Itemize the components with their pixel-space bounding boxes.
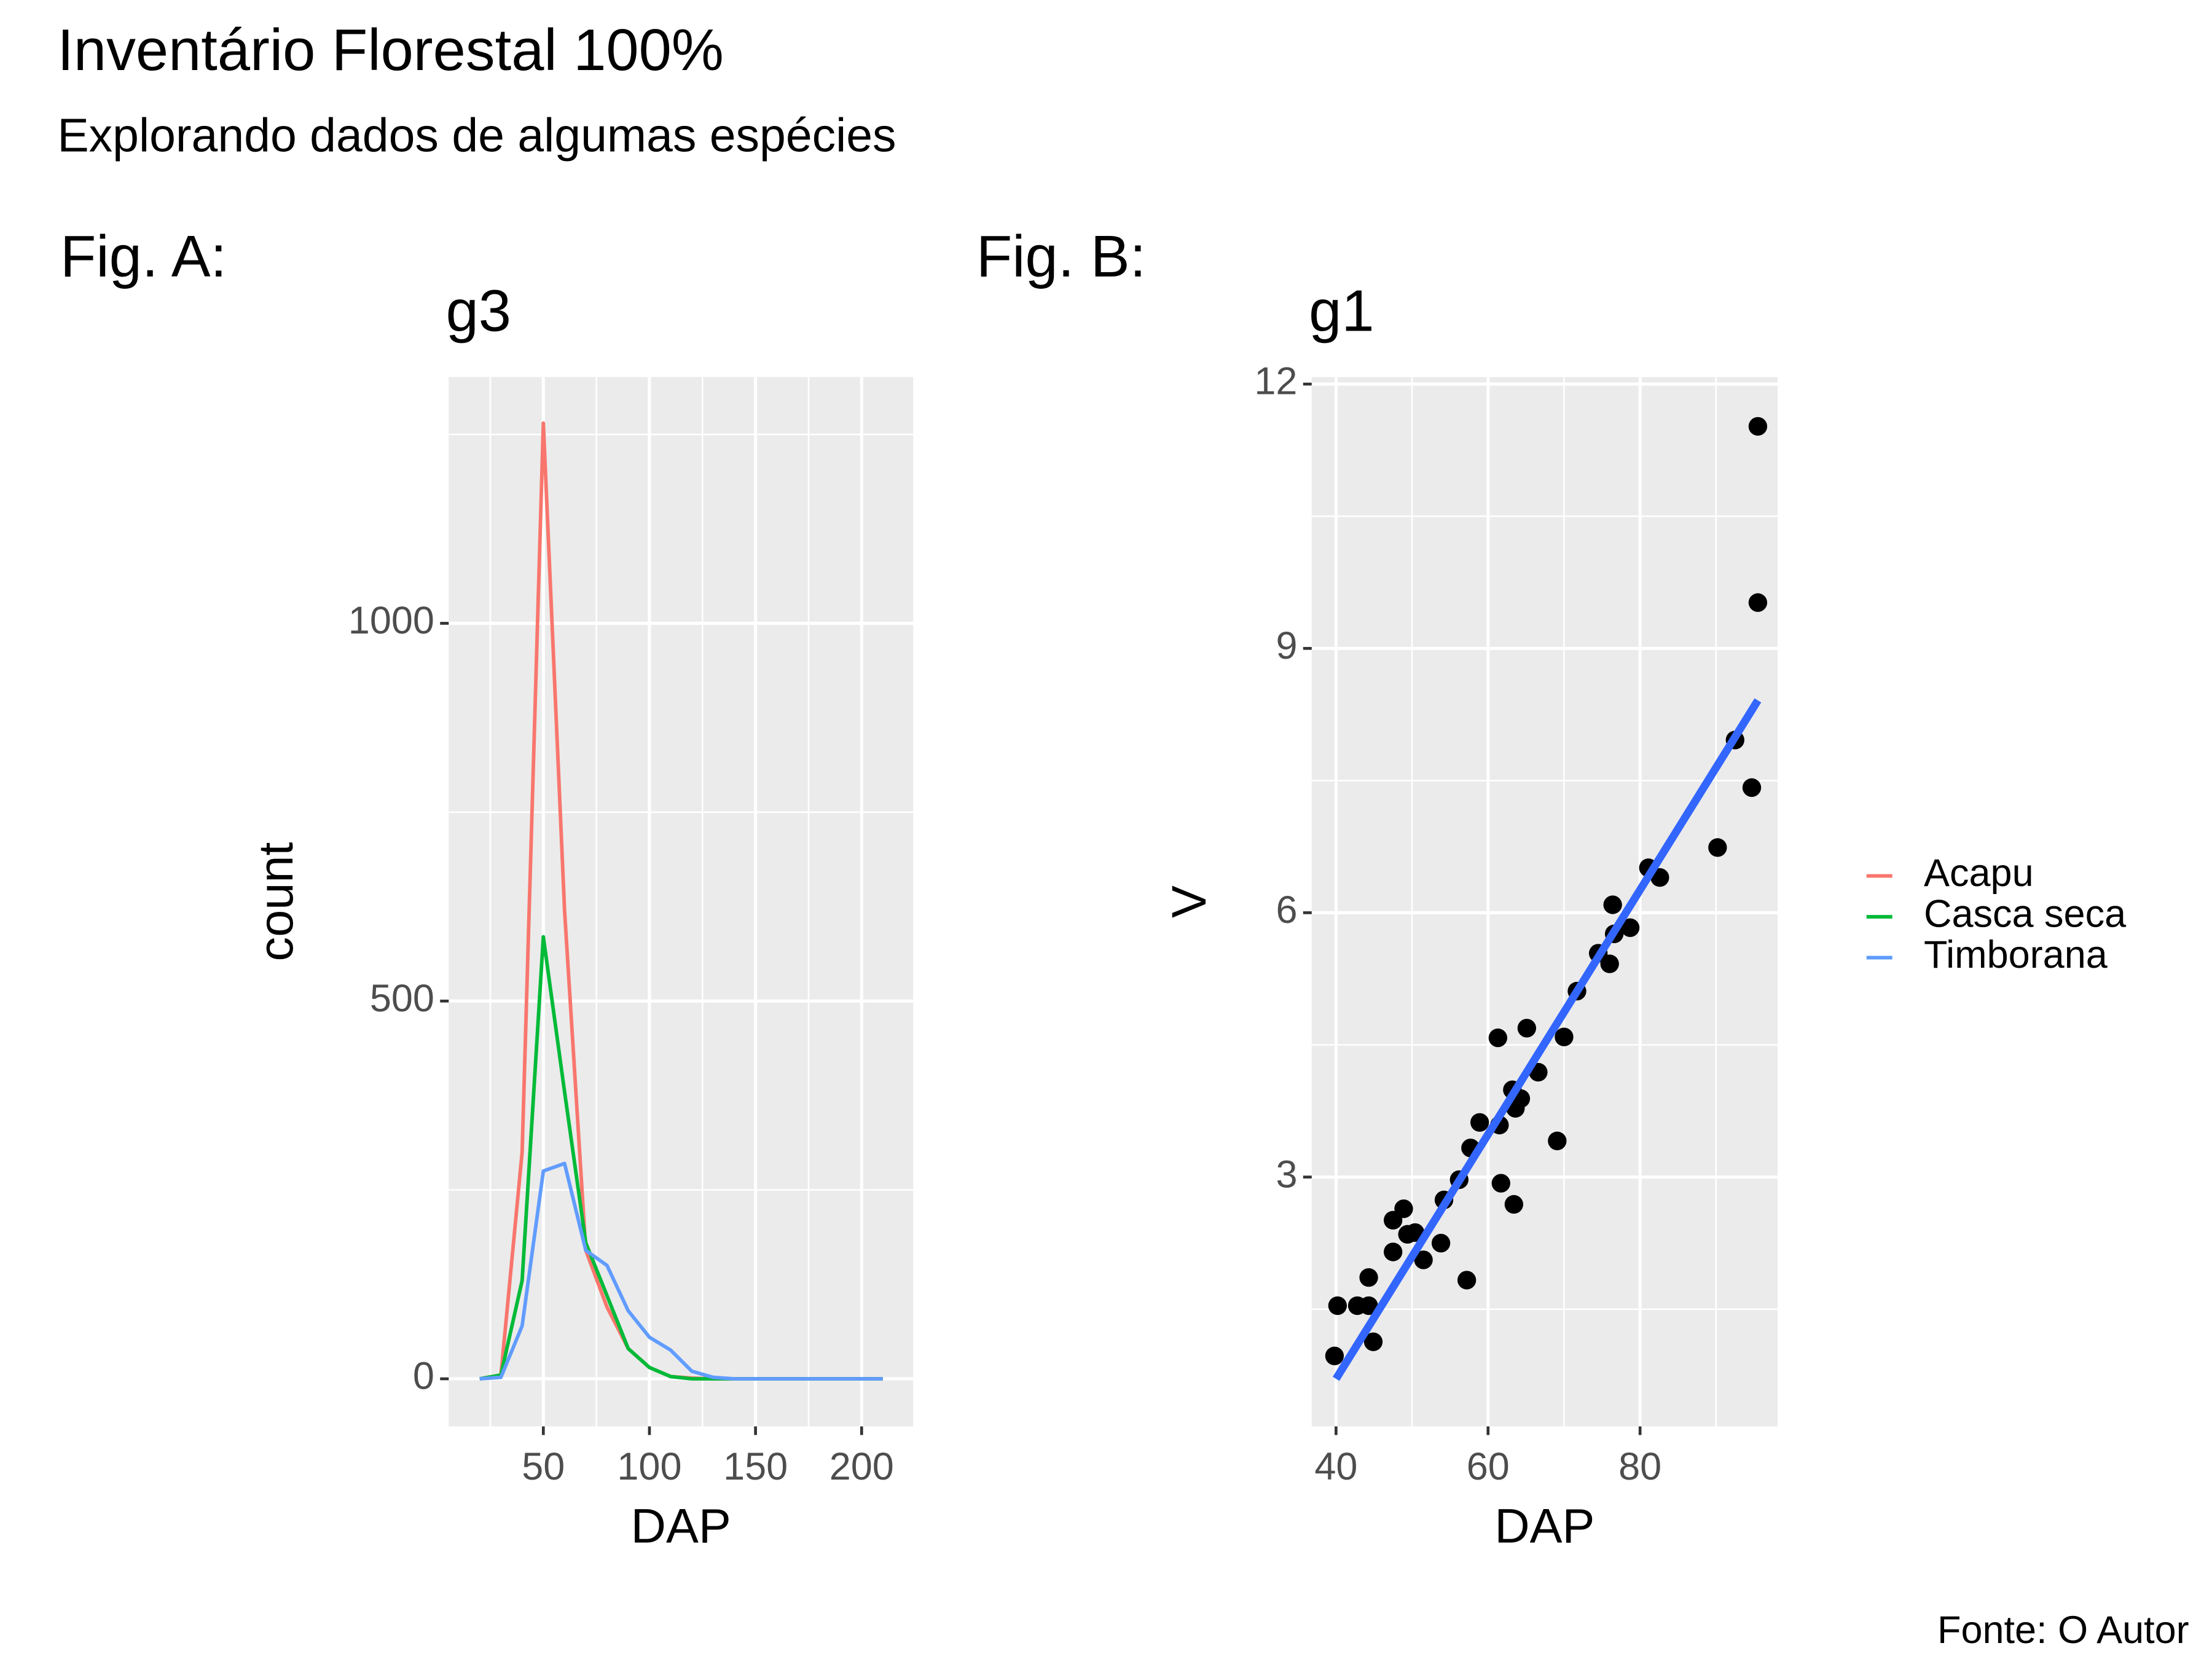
point (1470, 1113, 1489, 1132)
point (1363, 1332, 1383, 1351)
y-tick-label: 12 (1254, 360, 1297, 403)
panel-background (449, 377, 914, 1427)
y-axis-title: V (1161, 885, 1216, 918)
point (1394, 1199, 1413, 1218)
point (1603, 895, 1622, 914)
y-axis-title: count (248, 842, 303, 962)
fit-line (1332, 698, 1762, 1381)
point (1359, 1296, 1378, 1316)
x-axis-title: DAP (1494, 1498, 1594, 1553)
point (1457, 1271, 1477, 1290)
legend-label: Casca seca (1924, 893, 2127, 936)
series-line (479, 1161, 883, 1381)
x-tick-label: 40 (1314, 1445, 1357, 1488)
y-tick-label: 1000 (348, 599, 434, 642)
point (1555, 1027, 1574, 1046)
point (1414, 1250, 1433, 1269)
legend-label: Timborana (1924, 933, 2108, 976)
point (1491, 1174, 1510, 1193)
panel-background (1311, 377, 1778, 1427)
y-tick-label: 500 (370, 977, 434, 1020)
x-tick-label: 200 (830, 1445, 894, 1488)
point (1620, 918, 1640, 937)
point (1328, 1296, 1347, 1316)
point (1708, 838, 1727, 857)
point (1325, 1346, 1344, 1365)
point (1488, 1028, 1508, 1048)
x-tick-label: 50 (522, 1445, 565, 1488)
figure-tag: Fig. B: (976, 224, 1146, 289)
point (1742, 778, 1762, 797)
page-subtitle: Explorando dados de algumas espécies (57, 109, 896, 162)
y-tick-label: 6 (1276, 888, 1297, 931)
y-tick-label: 3 (1276, 1153, 1297, 1196)
x-tick-label: 80 (1618, 1445, 1661, 1488)
point (1431, 1234, 1451, 1253)
legend-label: Acapu (1924, 852, 2034, 895)
point (1504, 1194, 1524, 1214)
point (1748, 417, 1768, 436)
x-tick-label: 60 (1467, 1445, 1510, 1488)
panel-title: g3 (446, 278, 511, 344)
point (1748, 593, 1768, 612)
caption: Fonte: O Autor (1937, 1609, 2189, 1652)
x-axis-title: DAP (631, 1498, 731, 1553)
point (1600, 954, 1619, 973)
point (1548, 1131, 1567, 1151)
figure-tag: Fig. A: (60, 224, 227, 289)
y-tick-label: 0 (413, 1355, 434, 1398)
point (1517, 1019, 1537, 1038)
point (1359, 1268, 1378, 1287)
x-tick-label: 150 (723, 1445, 788, 1488)
y-tick-label: 9 (1276, 624, 1297, 667)
panel-title: g1 (1309, 278, 1374, 344)
page-title: Inventário Florestal 100% (57, 17, 724, 83)
x-tick-label: 100 (617, 1445, 681, 1488)
point (1383, 1242, 1403, 1261)
